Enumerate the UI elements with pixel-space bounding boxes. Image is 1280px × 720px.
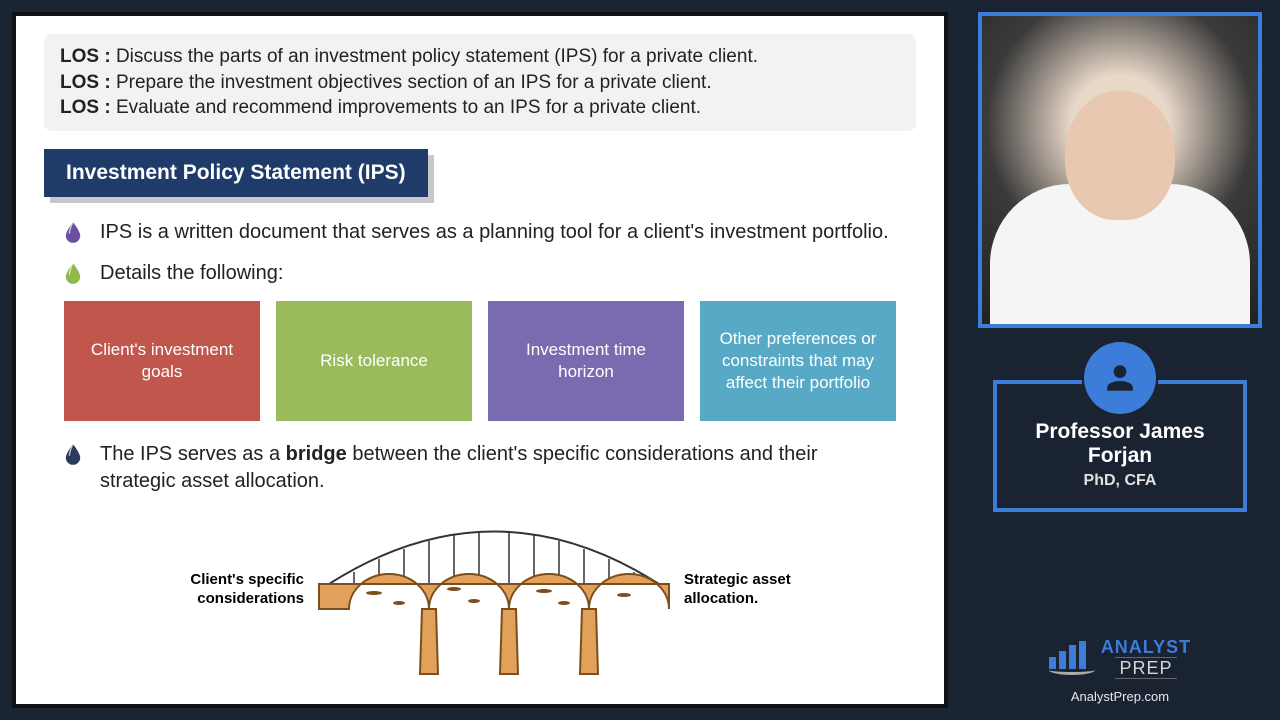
- los-line-3: LOS : Evaluate and recommend improvement…: [60, 95, 900, 121]
- los-line-1: LOS : Discuss the parts of an investment…: [60, 44, 900, 70]
- box-goals-label: Client's investment goals: [78, 339, 246, 383]
- avatar-icon: [1084, 342, 1156, 414]
- box-other: Other preferences or constraints that ma…: [700, 301, 896, 421]
- los-label: LOS :: [60, 46, 111, 67]
- brand-logo: ANALYST PREP AnalystPrep.com: [1049, 637, 1191, 704]
- bullet-1: IPS is a written document that serves as…: [64, 219, 896, 246]
- los-text-2: Prepare the investment objectives sectio…: [116, 72, 712, 93]
- bullet-2-text: Details the following:: [100, 260, 283, 287]
- bridge-label-left: Client's specific considerations: [184, 571, 304, 609]
- bullet-3-pre: The IPS serves as a: [100, 443, 286, 465]
- presenter-panel: Professor James Forjan PhD, CFA ANALYST …: [960, 0, 1280, 720]
- logo-text-thin: PREP: [1115, 657, 1176, 679]
- los-label: LOS :: [60, 97, 111, 118]
- slide-frame: LOS : Discuss the parts of an investment…: [0, 0, 960, 720]
- bridge-diagram: Client's specific considerations Strateg…: [44, 509, 916, 679]
- box-other-label: Other preferences or constraints that ma…: [714, 328, 882, 394]
- bridge-svg: [314, 509, 674, 679]
- section-header: Investment Policy Statement (IPS): [44, 149, 428, 197]
- bullet-3-bold: bridge: [286, 443, 347, 465]
- los-label: LOS :: [60, 72, 111, 93]
- slide: LOS : Discuss the parts of an investment…: [12, 12, 948, 708]
- los-text-3: Evaluate and recommend improvements to a…: [116, 97, 701, 118]
- box-horizon-label: Investment time horizon: [502, 339, 670, 383]
- presenter-name: Professor James Forjan: [1007, 420, 1233, 468]
- bullet-2: Details the following:: [64, 260, 896, 287]
- logo-text-bold: ANALYST: [1101, 637, 1191, 657]
- box-risk: Risk tolerance: [276, 301, 472, 421]
- detail-boxes: Client's investment goals Risk tolerance…: [64, 301, 896, 421]
- drop-icon-navy: [64, 443, 82, 465]
- los-line-2: LOS : Prepare the investment objectives …: [60, 70, 900, 96]
- box-risk-label: Risk tolerance: [320, 350, 428, 372]
- bridge-label-right: Strategic asset allocation.: [684, 571, 804, 609]
- los-text-1: Discuss the parts of an investment polic…: [116, 46, 758, 67]
- drop-icon-purple: [64, 221, 82, 243]
- presenter-credentials: PhD, CFA: [1007, 472, 1233, 490]
- bullet-3: The IPS serves as a bridge between the c…: [64, 441, 896, 495]
- presenter-name-card: Professor James Forjan PhD, CFA: [993, 380, 1247, 512]
- brand-url: AnalystPrep.com: [1049, 689, 1191, 704]
- box-goals: Client's investment goals: [64, 301, 260, 421]
- logo-text: ANALYST PREP: [1101, 637, 1191, 679]
- los-box: LOS : Discuss the parts of an investment…: [44, 34, 916, 131]
- drop-icon-green: [64, 262, 82, 284]
- bullet-1-text: IPS is a written document that serves as…: [100, 219, 889, 246]
- bullet-3-text: The IPS serves as a bridge between the c…: [100, 441, 896, 495]
- presenter-photo: [978, 12, 1262, 328]
- box-horizon: Investment time horizon: [488, 301, 684, 421]
- logo-bars-icon: [1049, 641, 1095, 675]
